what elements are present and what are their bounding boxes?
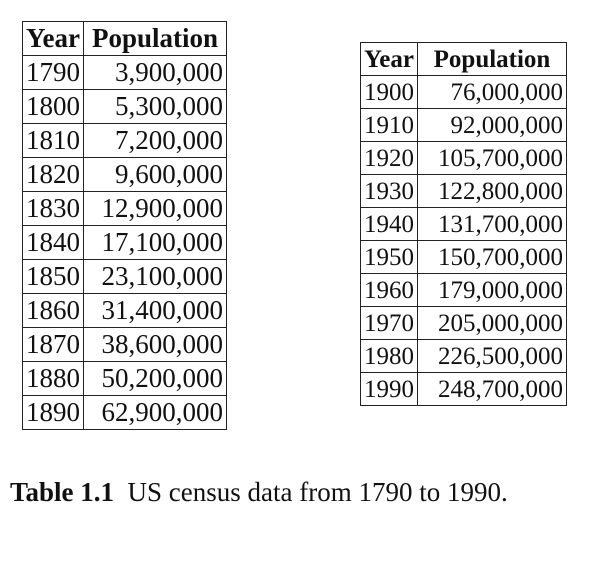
table-header-row: Year Population <box>360 42 567 76</box>
table-row: 1850 23,100,000 <box>22 259 227 294</box>
table-row: 1870 38,600,000 <box>22 327 227 362</box>
table-row: 1810 7,200,000 <box>22 123 227 158</box>
table-caption: Table 1.1 US census data from 1790 to 19… <box>10 477 508 508</box>
table-row: 1970 205,000,000 <box>360 306 567 340</box>
population-header: Population <box>417 42 567 76</box>
year-cell: 1870 <box>22 327 84 362</box>
table-row: 1900 76,000,000 <box>360 75 567 109</box>
table-row: 1950 150,700,000 <box>360 240 567 274</box>
population-cell: 3,900,000 <box>83 55 227 90</box>
population-cell: 62,900,000 <box>83 395 227 430</box>
population-cell: 5,300,000 <box>83 89 227 124</box>
table-row: 1920 105,700,000 <box>360 141 567 175</box>
table-row: 1860 31,400,000 <box>22 293 227 328</box>
year-cell: 1930 <box>360 174 418 208</box>
year-header: Year <box>360 42 418 76</box>
population-cell: 179,000,000 <box>417 273 567 307</box>
population-cell: 17,100,000 <box>83 225 227 260</box>
year-cell: 1910 <box>360 108 418 142</box>
population-cell: 105,700,000 <box>417 141 567 175</box>
census-table-left: Year Population 1790 3,900,000 1800 5,300,0… <box>22 21 227 430</box>
population-cell: 9,600,000 <box>83 157 227 192</box>
year-cell: 1850 <box>22 259 84 294</box>
year-cell: 1840 <box>22 225 84 260</box>
population-cell: 122,800,000 <box>417 174 567 208</box>
year-cell: 1980 <box>360 339 418 373</box>
year-cell: 1920 <box>360 141 418 175</box>
population-cell: 31,400,000 <box>83 293 227 328</box>
year-cell: 1820 <box>22 157 84 192</box>
table-row: 1880 50,200,000 <box>22 361 227 396</box>
population-cell: 7,200,000 <box>83 123 227 158</box>
table-header-row: Year Population <box>22 21 227 56</box>
caption-text: US census data from 1790 to 1990. <box>127 477 508 507</box>
table-row: 1800 5,300,000 <box>22 89 227 124</box>
population-cell: 23,100,000 <box>83 259 227 294</box>
table-row: 1790 3,900,000 <box>22 55 227 90</box>
population-cell: 248,700,000 <box>417 372 567 406</box>
table-row: 1930 122,800,000 <box>360 174 567 208</box>
year-cell: 1960 <box>360 273 418 307</box>
population-header: Population <box>83 21 227 56</box>
table-row: 1960 179,000,000 <box>360 273 567 307</box>
year-cell: 1900 <box>360 75 418 109</box>
census-table-right: Year Population 1900 76,000,000 1910 92,000… <box>360 42 567 406</box>
table-row: 1980 226,500,000 <box>360 339 567 373</box>
year-header: Year <box>22 21 84 56</box>
year-cell: 1880 <box>22 361 84 396</box>
population-cell: 205,000,000 <box>417 306 567 340</box>
population-cell: 131,700,000 <box>417 207 567 241</box>
caption-label: Table 1.1 <box>10 477 115 507</box>
table-row: 1890 62,900,000 <box>22 395 227 430</box>
population-cell: 226,500,000 <box>417 339 567 373</box>
table-row: 1820 9,600,000 <box>22 157 227 192</box>
year-cell: 1810 <box>22 123 84 158</box>
population-cell: 38,600,000 <box>83 327 227 362</box>
population-cell: 12,900,000 <box>83 191 227 226</box>
population-cell: 92,000,000 <box>417 108 567 142</box>
table-row: 1840 17,100,000 <box>22 225 227 260</box>
population-cell: 50,200,000 <box>83 361 227 396</box>
year-cell: 1940 <box>360 207 418 241</box>
year-cell: 1830 <box>22 191 84 226</box>
table-row: 1940 131,700,000 <box>360 207 567 241</box>
table-row: 1990 248,700,000 <box>360 372 567 406</box>
table-row: 1910 92,000,000 <box>360 108 567 142</box>
year-cell: 1950 <box>360 240 418 274</box>
population-cell: 150,700,000 <box>417 240 567 274</box>
year-cell: 1890 <box>22 395 84 430</box>
year-cell: 1970 <box>360 306 418 340</box>
year-cell: 1860 <box>22 293 84 328</box>
year-cell: 1800 <box>22 89 84 124</box>
year-cell: 1790 <box>22 55 84 90</box>
population-cell: 76,000,000 <box>417 75 567 109</box>
year-cell: 1990 <box>360 372 418 406</box>
table-row: 1830 12,900,000 <box>22 191 227 226</box>
